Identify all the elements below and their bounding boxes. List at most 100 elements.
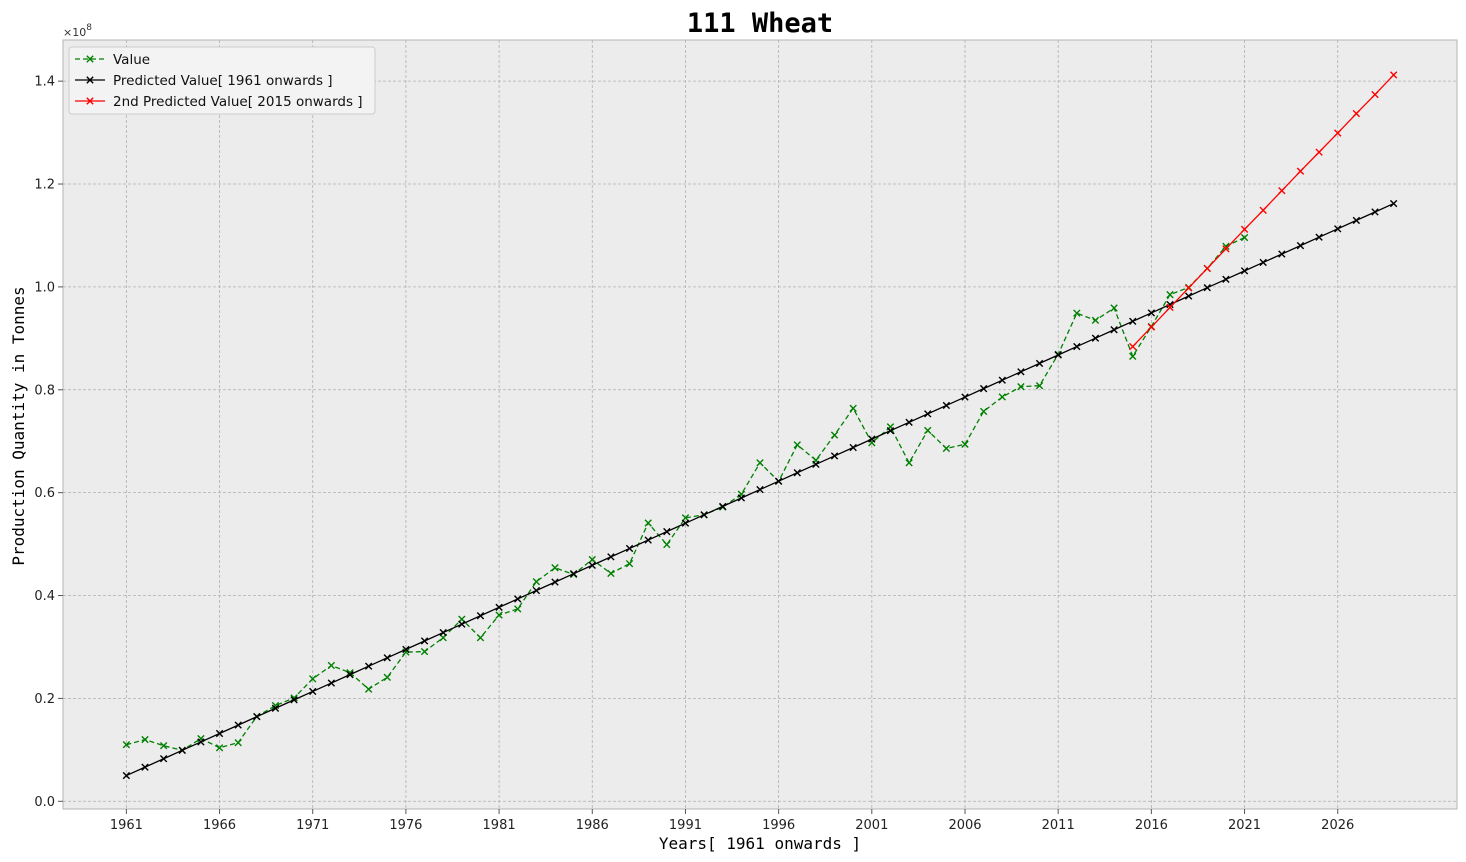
series-2-point <box>439 628 447 637</box>
x-tick-label: 2016 <box>1135 818 1168 833</box>
series-1-point <box>830 431 839 439</box>
x-tick-label: 1976 <box>389 818 422 833</box>
series-1-point <box>756 459 764 467</box>
series-2-point <box>1315 233 1323 241</box>
series-1-point <box>1240 233 1249 242</box>
series-2-point <box>737 494 746 502</box>
series-2-point <box>309 687 317 696</box>
series-2-point <box>420 637 429 645</box>
series-3-point <box>1389 71 1398 79</box>
series-2-point <box>905 418 913 426</box>
series-2-point <box>1129 317 1137 326</box>
series-1-point <box>1091 316 1100 325</box>
series-3-point <box>1296 167 1305 175</box>
series-2-point <box>961 393 969 401</box>
series-1-point <box>141 735 149 744</box>
x-tick-label: 2006 <box>948 818 981 833</box>
series-2-point <box>644 536 652 544</box>
series-2-point <box>756 485 764 494</box>
y-tick-label: 0.8 <box>34 383 55 398</box>
series-2-point <box>700 511 708 519</box>
series-2-point <box>569 569 578 578</box>
series-1-point <box>1035 381 1044 390</box>
series-3-point <box>1278 187 1286 195</box>
series-2-point <box>1389 199 1398 208</box>
series-1-point <box>215 744 224 752</box>
grid <box>63 40 1457 809</box>
series-1-point <box>364 685 373 693</box>
legend-marker <box>86 55 94 63</box>
x-tick-label: 1991 <box>669 818 702 833</box>
series-1-point <box>979 407 988 416</box>
legend-label: Value <box>113 52 150 68</box>
series-1-point <box>327 661 336 670</box>
series-2-point <box>122 771 131 780</box>
series-3-point <box>1352 109 1361 118</box>
series-3 <box>1129 71 1398 351</box>
series-2-point <box>271 704 280 712</box>
series-2-point <box>1035 359 1044 368</box>
series-2-point <box>364 662 373 670</box>
series-3-point <box>1222 245 1230 253</box>
series-1-point <box>309 675 317 683</box>
series-3-point <box>1334 129 1342 137</box>
series-2-point <box>942 401 951 410</box>
series-2-point <box>849 443 857 452</box>
series-2-point <box>159 755 168 763</box>
series-2-point <box>607 553 615 561</box>
series-3-point <box>1166 303 1174 312</box>
series-1-point <box>681 514 690 522</box>
plot-frame <box>62 39 1458 810</box>
series-1-point <box>905 459 913 467</box>
series-2-point <box>1222 275 1230 283</box>
series <box>122 71 1398 780</box>
series-1-point <box>122 741 131 749</box>
x-tick-label: 2011 <box>1042 818 1075 833</box>
series-2-point <box>476 612 485 620</box>
legend-entries: Value Predicted Value[ 1961 onwards ] 2nd … <box>75 52 363 110</box>
x-tick-label: 2026 <box>1321 818 1354 833</box>
series-2-point <box>551 578 559 586</box>
x-tick-label: 1961 <box>110 818 143 833</box>
series-2-point <box>719 502 727 511</box>
series-2-point <box>141 763 149 771</box>
series-2-point <box>458 620 466 628</box>
series-2-point <box>998 376 1006 384</box>
x-axis-label: Years[ 1961 onwards ] <box>659 834 861 853</box>
series-1-point <box>942 444 951 453</box>
y-tick-label: 0.6 <box>34 486 55 501</box>
series-3-point <box>1129 342 1137 351</box>
y-tick-label: 0.4 <box>34 589 55 604</box>
series-2-point <box>514 595 522 603</box>
series-2-point <box>234 721 242 729</box>
series-1-point <box>383 673 391 682</box>
series-1-point <box>588 555 596 564</box>
series-2-point <box>346 670 354 679</box>
series-1-point <box>607 569 615 578</box>
series-2-point <box>1073 342 1081 351</box>
series-2-point <box>1334 225 1342 233</box>
series-2-point <box>830 452 839 460</box>
series-1-point <box>1129 352 1137 361</box>
legend-marker <box>86 76 94 84</box>
series-1-point <box>476 634 485 642</box>
x-tick-label: 1966 <box>203 818 236 833</box>
series-2-point <box>1240 267 1249 275</box>
series-2-point <box>215 729 224 738</box>
series-1-point <box>234 738 242 747</box>
series-2-point <box>532 586 541 595</box>
series-3-point <box>1203 264 1211 273</box>
series-3-point <box>1259 206 1267 214</box>
series-2-point <box>197 738 205 746</box>
y-offset-text: ×108 <box>63 23 92 39</box>
series-2 <box>122 199 1398 780</box>
series-1-point <box>514 605 522 613</box>
x-tick-label: 1986 <box>576 818 609 833</box>
series-2-point <box>1166 300 1174 309</box>
series-2-point <box>1371 208 1379 216</box>
y-offset-base: ×10 <box>63 26 86 39</box>
series-2-point <box>1296 241 1305 250</box>
series-2-point <box>812 460 820 469</box>
series-1-point <box>159 742 168 750</box>
series-2-point <box>178 746 186 755</box>
